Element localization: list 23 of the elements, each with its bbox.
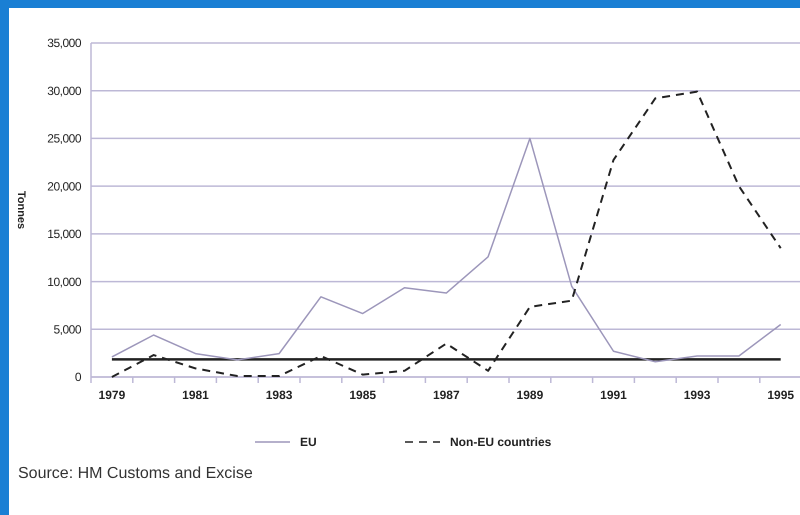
y-tick-label: 30,000 — [47, 84, 82, 98]
legend-label: EU — [300, 435, 317, 450]
y-tick-label: 5,000 — [53, 322, 82, 336]
y-tick-label: 0 — [74, 370, 82, 384]
x-tick-label: 1985 — [349, 388, 376, 402]
y-tick-label: 20,000 — [47, 179, 82, 194]
x-tick-label: 1981 — [182, 388, 210, 402]
line-series — [110, 90, 782, 378]
x-tick-label: 1991 — [600, 388, 628, 402]
x-tick-label: 1979 — [98, 388, 126, 402]
y-tick-label: 35,000 — [47, 36, 82, 50]
x-tick-label: 1983 — [266, 388, 293, 402]
x-tick-label: 1993 — [684, 388, 711, 402]
x-tick-label: 1987 — [432, 388, 460, 402]
line-series — [111, 138, 782, 362]
y-tick-label: 25,000 — [47, 132, 82, 146]
legend-label: Non-EU countries — [450, 435, 552, 450]
y-tick-label: 15,000 — [47, 227, 82, 242]
y-axis-title: Tonnes — [15, 190, 27, 230]
y-tick-label: 10,000 — [47, 274, 82, 289]
x-tick-label: 1995 — [767, 388, 794, 402]
x-tick-label: 1989 — [516, 388, 544, 402]
source-note: Source: HM Customs and Excise — [18, 465, 253, 482]
